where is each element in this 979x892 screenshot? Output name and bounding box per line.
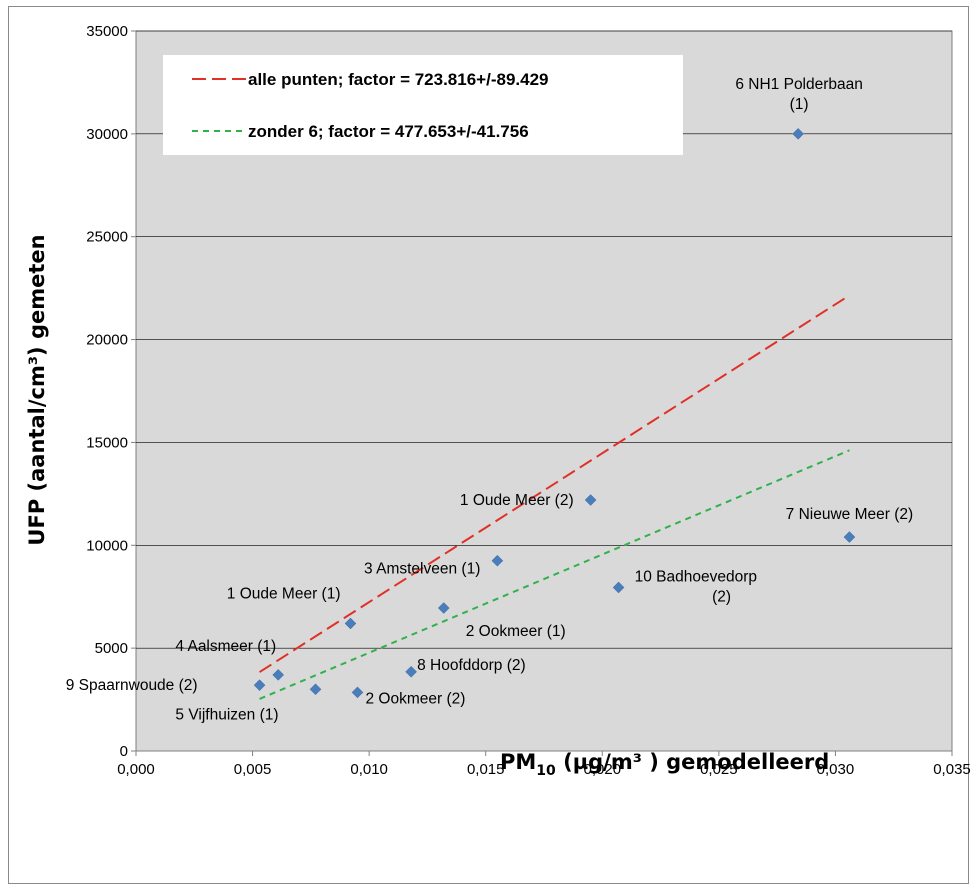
x-axis-label: PM10 (µg/m³ ) gemodelleerd [500, 750, 829, 779]
fit-lines [259, 294, 850, 700]
legend-box [163, 55, 683, 155]
y-tick-label: 10000 [86, 537, 128, 554]
data-point [351, 686, 364, 699]
x-tick-label: 0,000 [117, 761, 155, 778]
y-axis-ticks: 0 5000 10000 15000 20000 25000 30000 35000 [86, 23, 136, 760]
legend: alle punten; factor = 723.816+/-89.429 z… [163, 55, 683, 155]
point-label: 1 Oude Meer (2) [460, 492, 574, 509]
data-point [309, 683, 322, 696]
y-tick-label: 20000 [86, 332, 128, 349]
y-tick-label: 15000 [86, 434, 128, 451]
point-label: 7 Nieuwe Meer (2) [786, 506, 914, 523]
data-point [491, 554, 504, 567]
y-tick-label: 30000 [86, 126, 128, 143]
fit-line-zonder-6 [259, 449, 850, 700]
y-tick-label: 25000 [86, 229, 128, 246]
y-tick-label: 35000 [86, 23, 128, 40]
point-label: 1 Oude Meer (1) [227, 585, 341, 602]
data-point [253, 679, 266, 692]
x-tick-label: 0,035 [933, 761, 971, 778]
x-tick-label: 0,015 [467, 761, 505, 778]
point-label: 2 Ookmeer (1) [466, 623, 566, 640]
x-axis-ticks: 0,000 0,005 0,010 0,015 0,020 0,025 0,030 0,035 [117, 751, 971, 778]
data-points [253, 128, 856, 699]
x-axis-label-main: PM [500, 750, 536, 774]
data-point [584, 494, 597, 506]
point-label: 9 Spaarnwoude (2) [66, 677, 198, 694]
x-tick-label: 0,005 [234, 761, 272, 778]
y-tick-label: 5000 [95, 640, 128, 657]
data-point [792, 128, 804, 140]
point-label: 6 NH1 Polderbaan (1) [735, 76, 863, 113]
x-tick-label: 0,020 [584, 761, 622, 778]
legend-label-alle-punten: alle punten; factor = 723.816+/-89.429 [248, 70, 548, 89]
point-label: 10 Badhoevedorp (2) [635, 568, 757, 605]
point-label: 4 Aalsmeer (1) [175, 638, 276, 655]
x-tick-label: 0,025 [700, 761, 738, 778]
point-labels: 9 Spaarnwoude (2) 4 Aalsmeer (1) 5 Vijfhui… [66, 76, 913, 723]
data-point [344, 617, 357, 630]
point-label: 2 Ookmeer (2) [365, 690, 465, 707]
data-point [612, 581, 625, 594]
x-tick-label: 0,010 [350, 761, 388, 778]
y-axis-label: UFP (aantal/cm³) gemeten [25, 234, 49, 545]
data-point [272, 669, 285, 681]
legend-label-zonder-6: zonder 6; factor = 477.653+/-41.756 [248, 122, 529, 141]
data-point [843, 531, 856, 543]
x-axis-label-subscript: 10 [536, 763, 556, 779]
point-label: 8 Hoofddorp (2) [417, 657, 526, 674]
x-tick-label: 0,030 [817, 761, 855, 778]
data-point [405, 665, 417, 678]
y-tick-label: 0 [120, 743, 128, 760]
fit-line-alle-punten [259, 294, 850, 673]
point-label: 3 Amstelveen (1) [364, 561, 480, 578]
x-axis-label-rest: (µg/m³ ) gemodelleerd [556, 750, 830, 774]
data-point [437, 602, 450, 614]
point-label: 5 Vijfhuizen (1) [175, 706, 278, 723]
